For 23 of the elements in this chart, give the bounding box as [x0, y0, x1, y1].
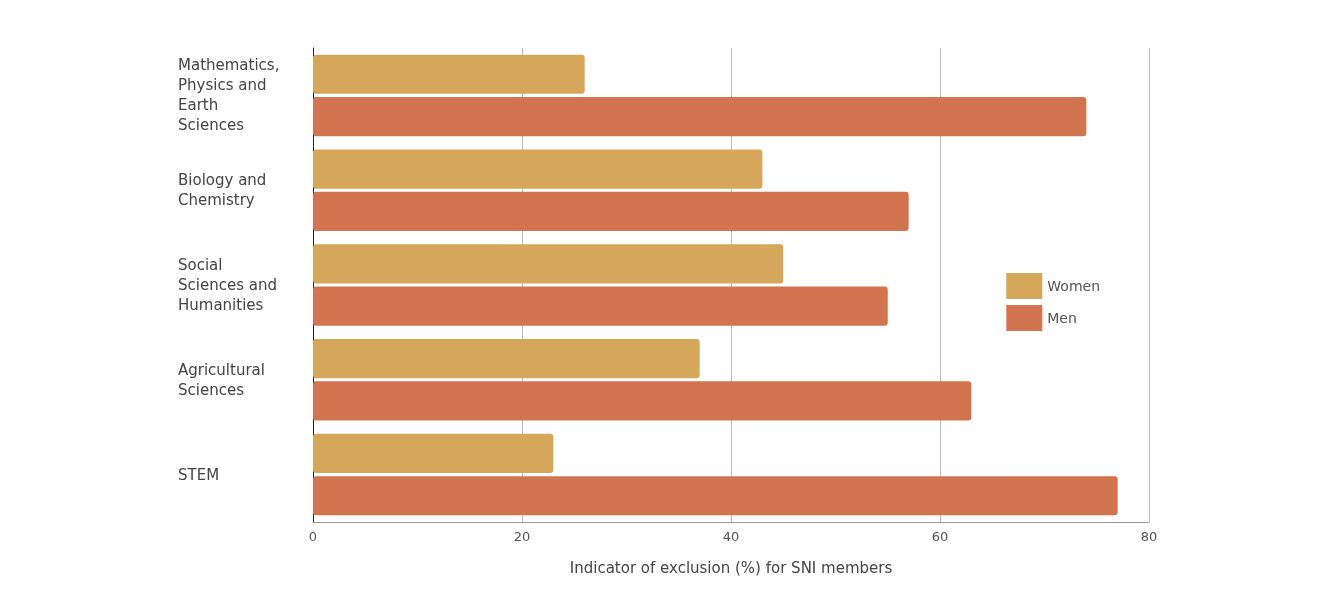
bar: [313, 339, 700, 379]
y-tick-label: Agricultural Sciences: [178, 360, 265, 399]
bar: [313, 191, 909, 231]
bar: [313, 96, 1087, 137]
bar: [313, 244, 784, 284]
x-tick-label: 0: [308, 529, 318, 544]
x-tick-label: 80: [1140, 529, 1158, 544]
bar: [313, 433, 554, 474]
y-tick-label: STEM: [178, 465, 220, 484]
bar: [313, 149, 763, 189]
x-tick-label: 20: [513, 529, 531, 544]
legend-label: Women: [1047, 278, 1101, 294]
y-tick-label: Biology and Chemistry: [178, 171, 267, 210]
x-axis-title: Indicator of exclusion (%) for SNI members: [569, 558, 893, 577]
bar: [313, 54, 585, 94]
legend-label: Men: [1047, 310, 1077, 326]
x-tick-label: 60: [931, 529, 949, 544]
bar: [313, 381, 972, 421]
y-tick-label: Mathematics, Physics and Earth Sciences: [178, 56, 280, 135]
y-tick-label: Social Sciences and Humanities: [178, 256, 277, 314]
bar: [313, 286, 888, 326]
bar: [313, 476, 1118, 516]
x-tick-label: 40: [722, 529, 740, 544]
